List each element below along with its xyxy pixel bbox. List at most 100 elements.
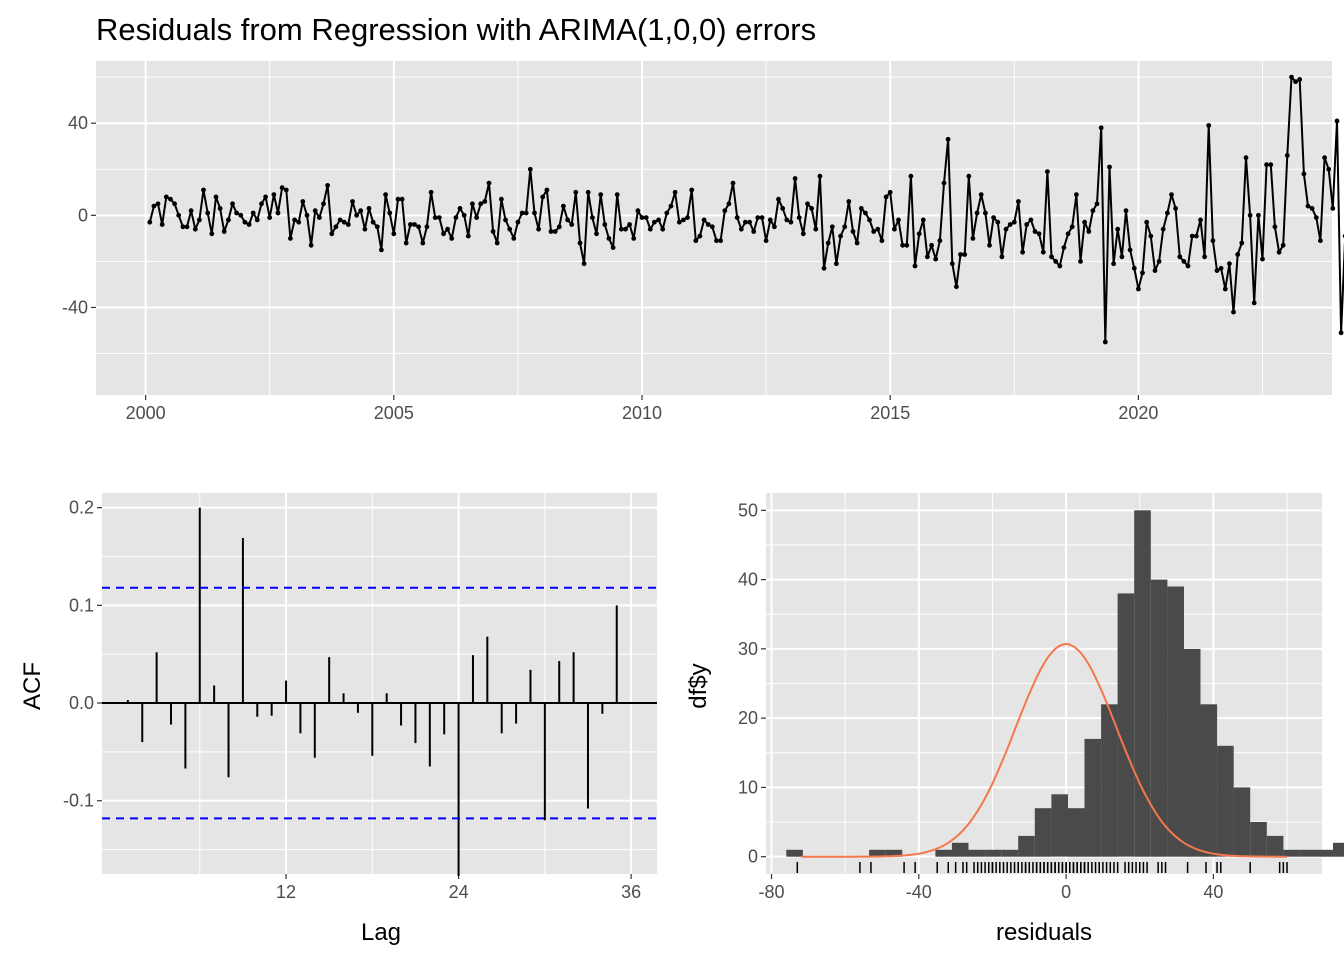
residual-point xyxy=(1268,162,1274,168)
residual-point xyxy=(432,215,438,221)
residual-point xyxy=(685,215,690,221)
residual-point xyxy=(1189,233,1195,239)
residual-point xyxy=(709,224,715,230)
residual-point xyxy=(263,194,268,200)
residual-point xyxy=(556,224,562,230)
histogram-bar xyxy=(1001,849,1019,857)
residual-point xyxy=(883,194,889,200)
residual-point xyxy=(1256,212,1261,218)
histogram-bar xyxy=(1266,835,1284,857)
histogram-bar xyxy=(968,849,986,857)
acf-y-tick-label: 0.2 xyxy=(69,498,94,518)
residual-point xyxy=(345,222,351,227)
residual-point xyxy=(387,210,393,216)
residual-point xyxy=(1086,229,1092,234)
residual-point xyxy=(776,196,781,202)
residual-point xyxy=(503,217,508,223)
residual-histogram-panel: residuals df$y -80 -40 0 40 0 10 20 30 40 50 xyxy=(685,493,1344,946)
residual-point xyxy=(912,263,918,269)
residual-point xyxy=(184,224,190,230)
residual-point xyxy=(1098,125,1104,131)
histogram-bar xyxy=(1051,794,1068,857)
residual-point xyxy=(1090,208,1096,214)
residual-point xyxy=(1111,261,1116,267)
residual-point xyxy=(1280,242,1286,248)
residual-point xyxy=(879,238,885,244)
histogram-y-tick-label: 10 xyxy=(738,777,758,797)
residual-point xyxy=(1065,231,1071,237)
residual-point xyxy=(350,199,355,204)
histogram-bar xyxy=(935,849,952,857)
residual-point xyxy=(561,203,566,209)
residual-point xyxy=(1338,330,1344,336)
residual-point xyxy=(664,210,670,216)
residual-point xyxy=(1040,249,1046,255)
residual-point xyxy=(1165,210,1170,216)
residual-point xyxy=(441,231,446,237)
acf-y-tick-label: 0.0 xyxy=(69,693,94,713)
residual-point xyxy=(221,229,227,234)
residual-point xyxy=(254,217,260,223)
residual-point xyxy=(618,226,624,232)
residual-point xyxy=(1222,286,1228,292)
histogram-bar xyxy=(1134,510,1151,857)
residual-point xyxy=(226,217,231,223)
residual-point xyxy=(1198,217,1203,223)
acf-y-axis-label: ACF xyxy=(19,662,46,710)
residual-point xyxy=(238,212,244,218)
residual-point xyxy=(445,226,450,232)
residual-point xyxy=(333,224,339,230)
residual-point xyxy=(1301,171,1307,177)
acf-x-tick-label: 36 xyxy=(621,882,641,902)
residual-point xyxy=(1131,265,1137,271)
residual-point xyxy=(548,229,554,234)
residual-point xyxy=(759,215,765,221)
residual-point xyxy=(863,210,868,216)
residual-point xyxy=(552,229,558,234)
residual-point xyxy=(271,192,277,198)
residual-point xyxy=(283,187,289,193)
residual-point xyxy=(1297,77,1303,82)
acf-y-tick-label: 0.1 xyxy=(69,595,94,615)
residual-point xyxy=(1003,226,1009,232)
residual-point xyxy=(379,247,384,253)
residual-point xyxy=(1322,155,1327,161)
histogram-y-tick-label: 20 xyxy=(738,708,758,728)
residual-point xyxy=(1152,268,1158,273)
residual-point xyxy=(304,212,310,218)
residual-point xyxy=(259,201,264,207)
histogram-bar xyxy=(1034,808,1052,857)
residual-point xyxy=(250,210,256,216)
residual-y-tick-label: 0 xyxy=(78,205,88,225)
residual-point xyxy=(457,206,463,211)
residual-point xyxy=(718,238,723,244)
residual-point xyxy=(1140,270,1145,276)
histogram-bar xyxy=(1233,787,1251,857)
residual-point xyxy=(1127,247,1133,253)
acf-y-tick-label: -0.1 xyxy=(63,791,94,811)
residual-point xyxy=(436,215,442,221)
residual-point xyxy=(825,240,831,246)
residual-point xyxy=(925,254,930,260)
residual-point xyxy=(1123,208,1129,214)
residual-point xyxy=(834,261,839,267)
residual-point xyxy=(1231,309,1236,315)
residual-point xyxy=(954,284,959,290)
residual-point xyxy=(192,226,198,232)
residual-point xyxy=(201,187,206,193)
residual-point xyxy=(904,242,910,248)
residual-point xyxy=(1049,254,1054,260)
residual-point xyxy=(1284,153,1290,158)
residual-point xyxy=(1024,222,1030,227)
residual-point xyxy=(180,224,186,230)
residual-point xyxy=(1078,259,1083,264)
residual-point xyxy=(482,199,488,204)
histogram-bar xyxy=(1333,842,1344,857)
residual-point xyxy=(288,236,293,241)
residual-point xyxy=(817,173,823,179)
residual-point xyxy=(974,210,980,216)
residual-point xyxy=(519,210,525,216)
residual-point xyxy=(672,189,678,195)
residual-point xyxy=(809,206,814,211)
residual-point xyxy=(949,261,955,267)
